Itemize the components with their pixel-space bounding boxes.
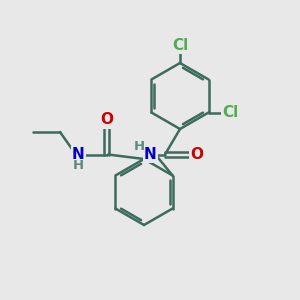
Text: N: N [72, 147, 85, 162]
Text: Cl: Cl [172, 38, 188, 52]
Text: N: N [144, 147, 157, 162]
Text: H: H [73, 159, 84, 172]
Text: Cl: Cl [222, 105, 238, 120]
Text: O: O [190, 147, 203, 162]
Text: O: O [100, 112, 113, 128]
Text: H: H [133, 140, 145, 153]
